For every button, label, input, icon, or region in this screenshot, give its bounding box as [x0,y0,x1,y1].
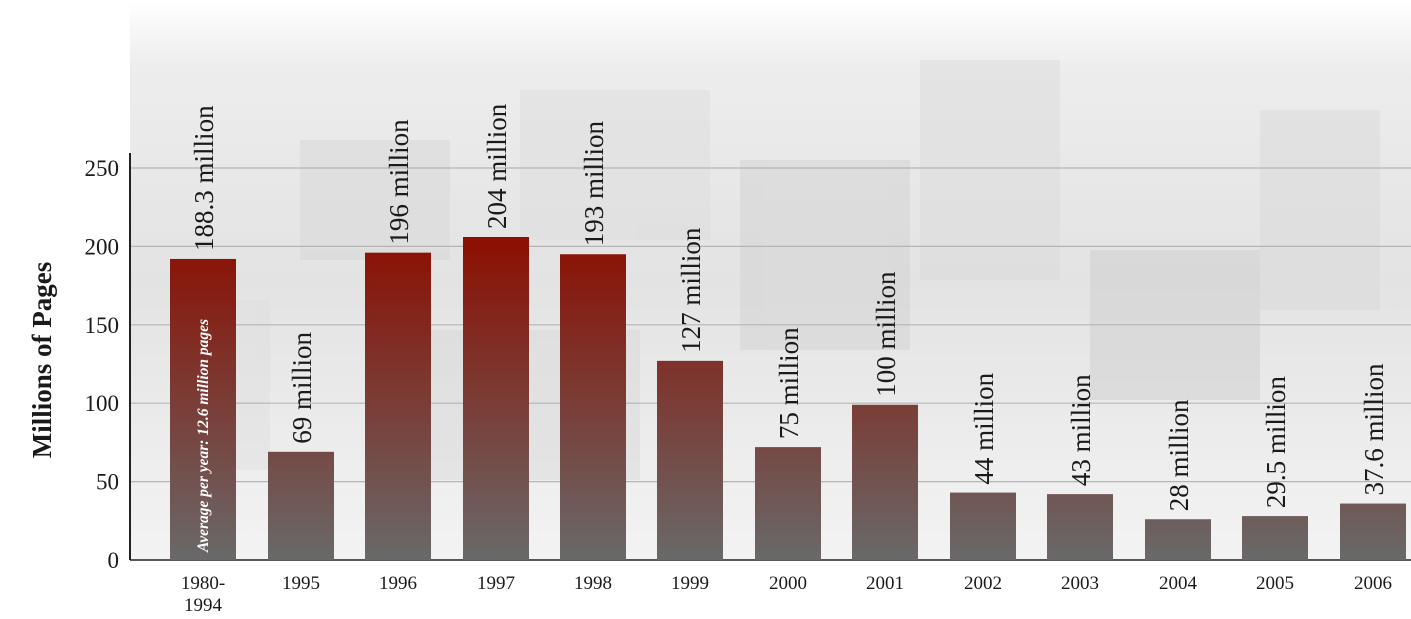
data-label: 127 million [676,227,706,353]
y-tick-labels: 0 50 100 150 200 250 [85,156,120,573]
bar [1145,519,1211,560]
bar [365,252,431,560]
bar [852,404,918,560]
data-label: 193 million [579,120,609,246]
bar [463,236,529,560]
x-tick-label: 2000 [769,573,807,594]
bar [1242,516,1308,560]
y-axis-label: Millions of Pages [27,262,57,459]
bar [755,447,821,560]
bar [950,492,1016,560]
x-tick-label: 1998 [574,573,612,594]
x-tick-label: 2002 [964,573,1002,594]
y-tick-label: 250 [85,156,120,181]
bar [1340,503,1406,560]
x-tick-label: 2004 [1159,573,1198,594]
data-label: 43 million [1066,374,1096,486]
x-tick-label: 1997 [477,573,515,594]
data-label: 100 million [871,271,901,397]
data-labels: 188.3 million 69 million 196 million 204 mi… [189,103,1389,511]
y-tick-label: 200 [85,234,120,259]
y-tick-label: 50 [96,470,119,495]
data-label: 37.6 million [1359,363,1389,496]
x-tick-label: 1980-1994 [181,573,225,614]
y-tick-label: 150 [85,313,120,338]
x-tick-label: 1995 [282,573,320,594]
data-label: 28 million [1164,399,1194,511]
bar [657,360,723,560]
x-tick-label: 2006 [1354,573,1392,594]
data-label: 75 million [774,327,804,439]
data-label: 29.5 million [1261,376,1291,509]
bar [1047,494,1113,560]
x-tick-labels: 1980-1994 1995 1996 1997 1998 1999 2000 2001 200… [181,573,1392,616]
data-label: 204 million [482,103,512,229]
x-tick-label: 1999 [671,573,709,594]
bar [560,254,626,561]
data-label: 188.3 million [189,105,219,251]
average-annotation: Average per year: 12.6 million pages [195,319,212,553]
data-label: 44 million [969,372,999,484]
x-tick-label: 2001 [866,573,904,594]
data-label: 69 million [287,332,317,444]
bar [268,451,334,560]
y-tick-label: 0 [108,548,120,573]
bars-group [170,236,1406,561]
data-label: 196 million [384,119,414,245]
bar [170,258,236,560]
x-tick-label: 2003 [1061,573,1099,594]
x-tick-label: 2005 [1256,573,1294,594]
y-tick-label: 100 [85,391,120,416]
x-tick-label: 1996 [379,573,417,594]
